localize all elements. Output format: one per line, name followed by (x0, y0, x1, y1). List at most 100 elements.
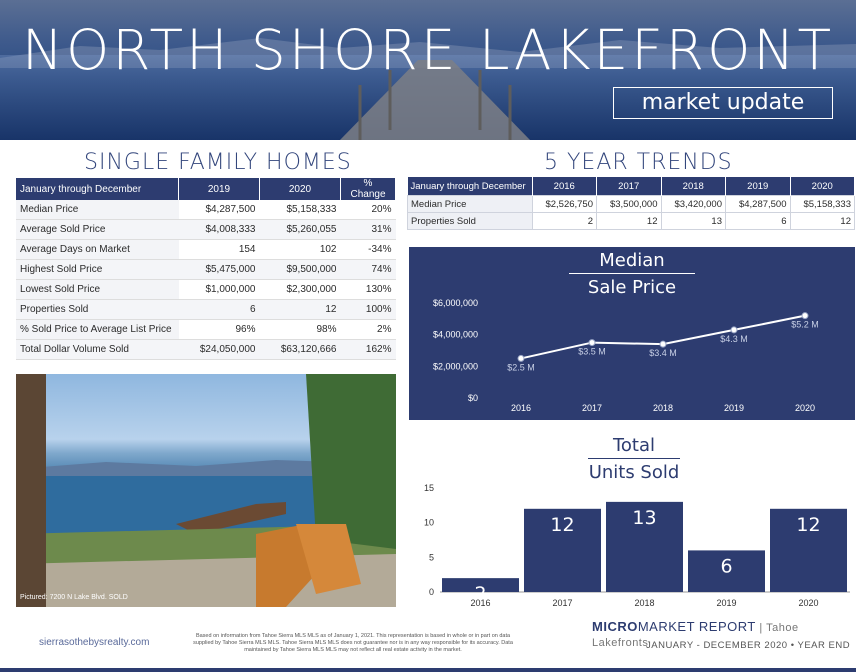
sfh-cell: % Sold Price to Average List Price (16, 319, 179, 340)
pier-graphic (340, 60, 530, 140)
units-chart-title: Total Units Sold (588, 435, 680, 483)
data-label: $2.5 M (507, 362, 535, 372)
trends-cell: 12 (789, 212, 855, 230)
x-tick-label: 2018 (634, 598, 654, 608)
bar-value-label: 12 (796, 514, 820, 536)
sfh-cell: 100% (340, 299, 396, 320)
sfh-cell: Highest Sold Price (16, 259, 179, 280)
brand-micro: MICRO (592, 619, 638, 634)
sfh-cell: 74% (340, 259, 396, 280)
trends-cell: 2 (531, 212, 597, 230)
sfh-row: Highest Sold Price $5,475,000 $9,500,000 74… (16, 259, 396, 280)
median-chart-title: Median Sale Price (569, 250, 695, 298)
y-tick-label: $6,000,000 (433, 298, 478, 308)
trends-cell: 13 (660, 212, 726, 230)
trends-header: 2018 (661, 177, 726, 196)
sfh-cell: 130% (340, 279, 396, 300)
bar-value-label: 2 (474, 583, 486, 605)
x-tick-label: 2016 (511, 403, 531, 413)
bar-value-label: 12 (550, 514, 574, 536)
footer-disclaimer: Based on information from Tahoe Sierra M… (193, 633, 513, 653)
footer-date: JANUARY - DECEMBER 2020 • YEAR END (646, 640, 851, 651)
x-tick-label: 2016 (470, 598, 490, 608)
y-tick-label: 5 (429, 552, 434, 562)
sfh-cell: 31% (340, 219, 396, 240)
sfh-cell: 162% (340, 339, 396, 360)
sfh-title: SINGLE FAMILY HOMES (84, 150, 352, 175)
y-tick-label: $2,000,000 (433, 361, 478, 371)
sfh-cell: 154 (178, 239, 260, 260)
trends-cell: Properties Sold (407, 212, 533, 230)
brand-area: Tahoe Lakefronts (592, 622, 799, 649)
trends-header: 2017 (596, 177, 662, 196)
sfh-cell: $24,050,000 (178, 339, 260, 360)
sfh-cell: 6 (178, 299, 260, 320)
units-chart-title-line2: Units Sold (588, 462, 680, 483)
sfh-cell: $4,287,500 (178, 200, 260, 220)
trends-cell: Median Price (407, 195, 533, 213)
sfh-cell: 102 (259, 239, 341, 260)
sfh-row: % Sold Price to Average List Price 96% 98%… (16, 319, 396, 340)
trends-header: January through December (407, 177, 533, 196)
sfh-row: Properties Sold 6 12 100% (16, 299, 396, 320)
sfh-row: Average Sold Price $4,008,333 $5,260,055 31… (16, 219, 396, 240)
sfh-cell: Average Days on Market (16, 239, 179, 260)
median-price-chart: Median Sale Price $0 $2,000,000 $4,000,000… (409, 247, 855, 420)
sfh-cell: 20% (340, 200, 396, 220)
sfh-cell: 12 (259, 299, 341, 320)
page-title: NORTH SHORE LAKEFRONT (21, 18, 835, 82)
sfh-row: Average Days on Market 154 102 -34% (16, 239, 396, 260)
sfh-row: Median Price $4,287,500 $5,158,333 20% (16, 200, 396, 220)
bottom-bar (0, 668, 856, 672)
y-tick-label: $4,000,000 (433, 330, 478, 340)
x-tick-label: 2019 (716, 598, 736, 608)
sfh-cell: $5,260,055 (259, 219, 341, 240)
units-bar (524, 508, 601, 592)
median-chart-title-line2: Sale Price (587, 277, 677, 298)
sfh-cell: $5,475,000 (178, 259, 260, 280)
trends-cell: $3,500,000 (596, 195, 662, 213)
sfh-cell: Total Dollar Volume Sold (16, 339, 179, 360)
sfh-row: Total Dollar Volume Sold $24,050,000 $63,1… (16, 339, 396, 360)
trends-cell: 12 (596, 212, 662, 230)
sfh-row: Lowest Sold Price $1,000,000 $2,300,000 130… (16, 279, 396, 300)
x-tick-label: 2020 (795, 403, 815, 413)
sfh-header: 2019 (178, 178, 260, 200)
sfh-cell: 2% (340, 319, 396, 340)
y-tick-label: 10 (424, 518, 434, 528)
bar-value-label: 13 (632, 507, 656, 529)
sfh-header-row: January through December 2019 2020 % Cha… (16, 178, 396, 200)
units-bar (770, 508, 847, 592)
trends-cell: 6 (725, 212, 791, 230)
trends-cell: $5,158,333 (789, 195, 855, 213)
sfh-header: 2020 (259, 178, 341, 200)
trends-table: January through December 2016 2017 2018 … (407, 177, 855, 230)
brand-market-report: MARKET REPORT (637, 619, 756, 634)
y-tick-label: 15 (424, 483, 434, 493)
trends-cell: $2,526,750 (531, 195, 597, 213)
sfh-header: January through December (16, 178, 179, 200)
subtitle-box: market update (613, 87, 833, 119)
y-tick-label: 0 (429, 587, 434, 597)
median-line-plot: $0 $2,000,000 $4,000,000 $6,000,000 2016 2017… (433, 298, 819, 413)
data-label: $4.3 M (720, 334, 748, 344)
trends-header: 2020 (790, 177, 855, 196)
trends-cell: $4,287,500 (725, 195, 791, 213)
footer-website[interactable]: sierrasothebysrealty.com (39, 637, 150, 648)
trends-title: 5 YEAR TRENDS (544, 150, 733, 175)
trends-header: 2019 (725, 177, 791, 196)
sfh-cell: $9,500,000 (259, 259, 341, 280)
sfh-cell: Average Sold Price (16, 219, 179, 240)
sfh-cell: $5,158,333 (259, 200, 341, 220)
sfh-cell: 96% (178, 319, 260, 340)
x-tick-label: 2017 (582, 403, 602, 413)
lake-scene-graphic (16, 374, 396, 607)
trends-header-row: January through December 2016 2017 2018 … (407, 177, 855, 196)
data-label: $5.2 M (791, 320, 819, 330)
sfh-header: % Change (340, 178, 396, 200)
data-label: $3.5 M (578, 347, 606, 357)
x-tick-label: 2018 (653, 403, 673, 413)
sfh-cell: $2,300,000 (259, 279, 341, 300)
sfh-cell: Median Price (16, 200, 179, 220)
